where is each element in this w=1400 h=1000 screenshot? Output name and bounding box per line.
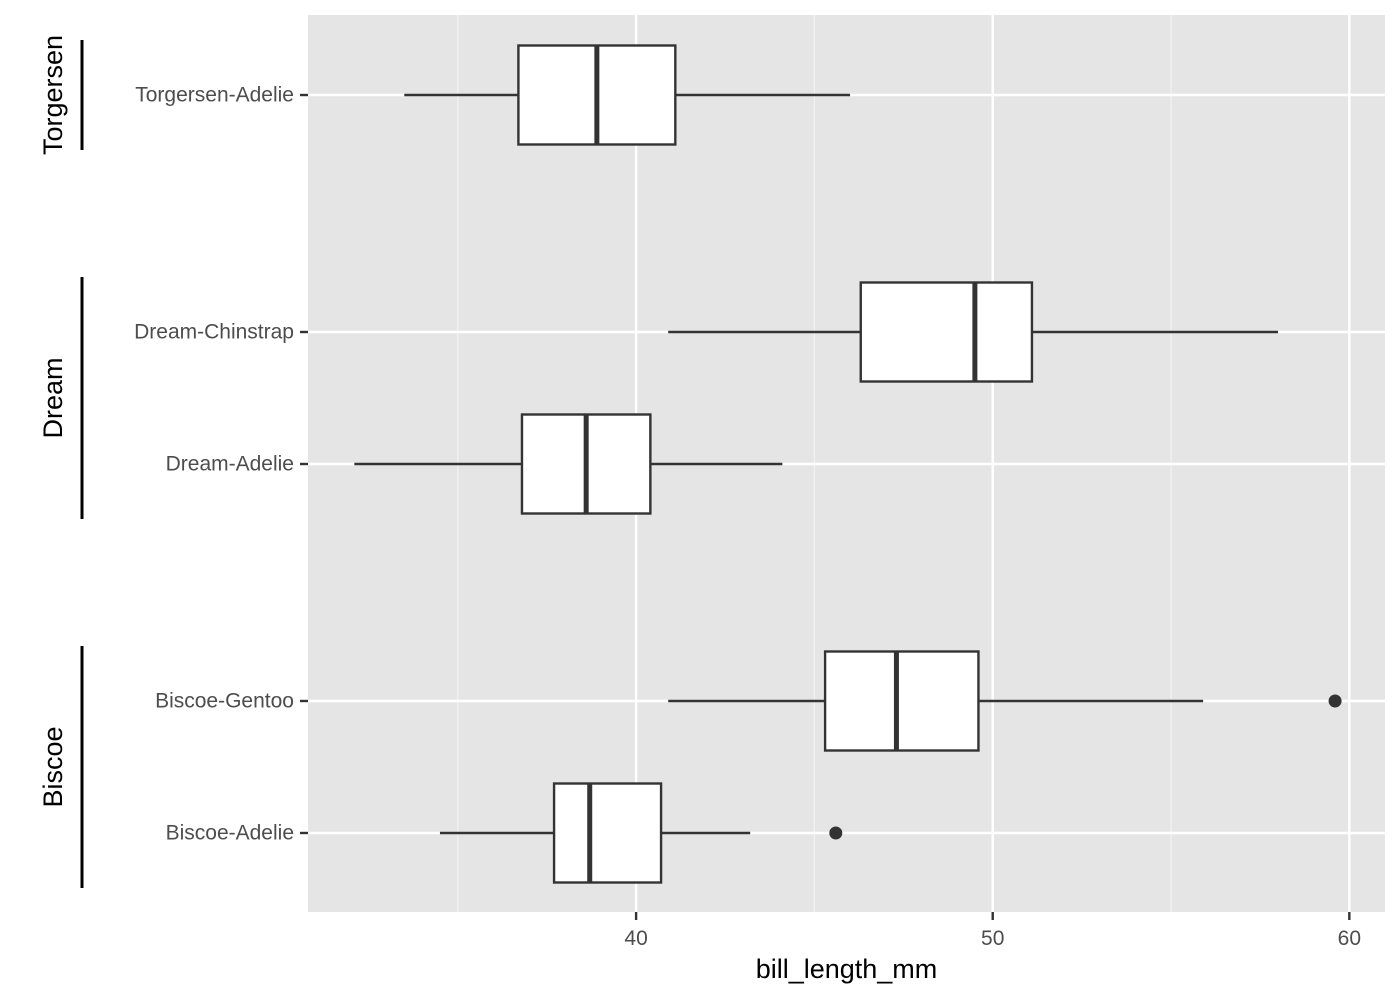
x-axis-ticks: 40 50 60	[624, 912, 1361, 950]
x-axis-title: bill_length_mm	[756, 954, 938, 984]
y-tick-label: Dream-Adelie	[166, 453, 294, 476]
outlier-point	[1328, 694, 1342, 708]
group-brackets: Torgersen Dream Biscoe	[38, 35, 84, 888]
outlier-point	[829, 826, 843, 840]
y-tick-label: Biscoe-Adelie	[166, 822, 294, 845]
box-iqr	[859, 281, 1034, 383]
x-tick-label: 60	[1338, 927, 1361, 950]
boxes-layer	[354, 44, 1342, 884]
group-label-torgersen: Torgersen	[38, 35, 68, 155]
box-biscoe-gentoo	[668, 650, 1342, 752]
box-dream-adelie	[354, 413, 783, 515]
y-tick-label: Biscoe-Gentoo	[155, 690, 294, 713]
y-tick-label: Torgersen-Adelie	[135, 84, 294, 107]
box-iqr	[823, 650, 980, 752]
box-iqr	[552, 782, 663, 884]
y-axis-ticks: Torgersen-Adelie Dream-Chinstrap Dream-Ade…	[134, 84, 308, 845]
group-label-biscoe: Biscoe	[38, 726, 68, 807]
box-torgersen-adelie	[404, 44, 851, 146]
box-biscoe-adelie	[439, 782, 843, 884]
y-tick-label: Dream-Chinstrap	[134, 321, 294, 344]
x-tick-label: 40	[624, 927, 647, 950]
x-tick-label: 50	[981, 927, 1004, 950]
box-dream-chinstrap	[668, 281, 1279, 383]
group-label-dream: Dream	[38, 357, 68, 438]
